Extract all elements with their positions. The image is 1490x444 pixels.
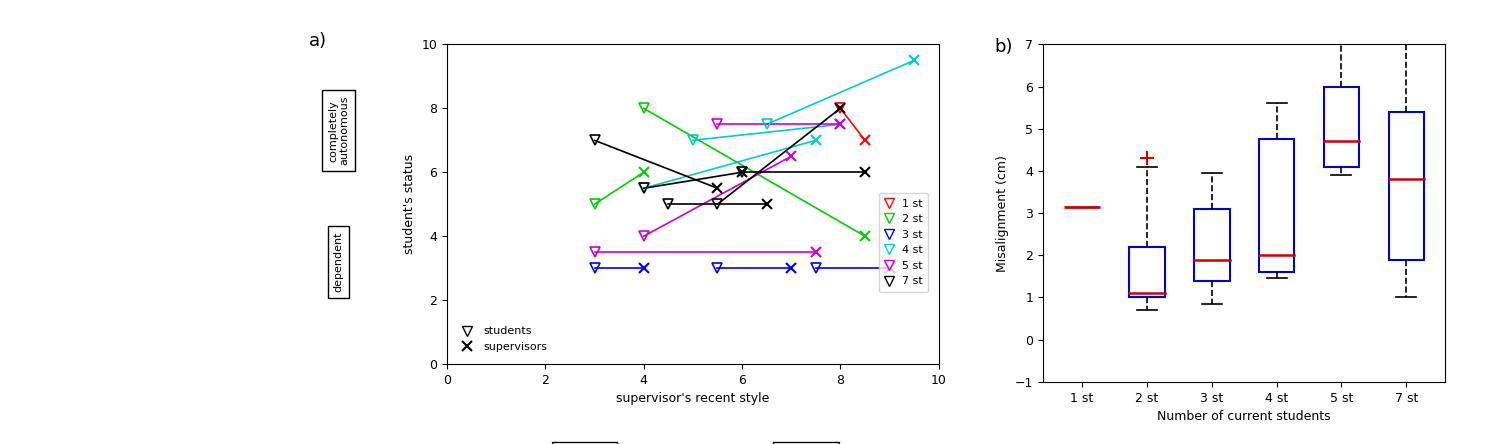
Text: dependent: dependent xyxy=(334,231,344,292)
Text: b): b) xyxy=(995,38,1013,56)
Legend: 1 st, 2 st, 3 st, 4 st, 5 st, 7 st: 1 st, 2 st, 3 st, 4 st, 5 st, 7 st xyxy=(879,193,928,292)
Y-axis label: Misalignment (cm): Misalignment (cm) xyxy=(997,155,1009,272)
Text: a): a) xyxy=(310,32,328,50)
Bar xyxy=(1389,112,1424,259)
Text: completely
autonomous: completely autonomous xyxy=(328,96,350,166)
Bar xyxy=(1259,139,1295,272)
Bar xyxy=(1193,209,1229,281)
Bar xyxy=(1129,247,1165,297)
X-axis label: Number of current students: Number of current students xyxy=(1158,410,1331,423)
Y-axis label: student's status: student's status xyxy=(402,154,416,254)
X-axis label: supervisor's recent style: supervisor's recent style xyxy=(617,392,769,405)
Bar xyxy=(1323,87,1359,167)
